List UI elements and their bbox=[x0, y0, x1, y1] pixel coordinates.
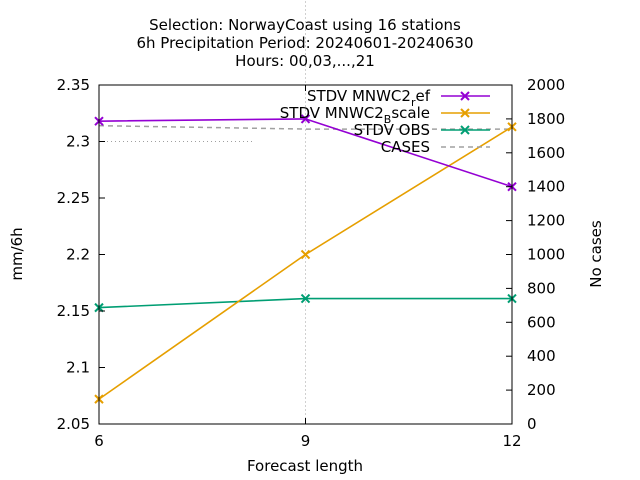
axis-ticks: 6 9 12 2.05 2.1 2.15 2.2 2.25 2.3 2.35 0 200 400 600 8… bbox=[57, 76, 566, 450]
y2-tick-label: 200 bbox=[527, 381, 556, 399]
x-axis-label: Forecast length bbox=[247, 457, 363, 475]
data-point bbox=[300, 114, 311, 124]
y2-tick-label: 1800 bbox=[527, 110, 565, 128]
y-tick-label: 2.1 bbox=[66, 359, 90, 377]
y2-tick-label: 1200 bbox=[527, 212, 565, 230]
series-line bbox=[98, 124, 512, 130]
y-axis-label: mm/6h bbox=[8, 227, 26, 280]
legend-marker bbox=[460, 125, 470, 135]
y-tick-label: 2.15 bbox=[57, 302, 90, 320]
series-stdv-mnwc2-bscale bbox=[94, 122, 517, 404]
y-tick-label: 2.2 bbox=[66, 246, 90, 264]
y2-tick-label: 1000 bbox=[527, 246, 565, 264]
y2-tick-label: 2000 bbox=[527, 76, 565, 94]
y2-axis-label: No cases bbox=[587, 220, 605, 288]
x-tick-label: 12 bbox=[502, 432, 521, 450]
chart-title: Selection: NorwayCoast using 16 stations… bbox=[136, 16, 473, 70]
legend-label: STDV MNWC2Bscale bbox=[280, 104, 430, 126]
data-point bbox=[300, 293, 311, 304]
legend-label: STDV MNWC2ref bbox=[307, 87, 431, 109]
y2-tick-label: 400 bbox=[527, 347, 556, 365]
title-line-2: 6h Precipitation Period: 20240601-202406… bbox=[136, 34, 473, 52]
legend-label: CASES bbox=[381, 138, 430, 156]
grid-lines bbox=[99, 1, 306, 424]
legend-label: STDV OBS bbox=[354, 121, 430, 139]
y2-tick-label: 0 bbox=[527, 415, 537, 433]
y-tick-label: 2.35 bbox=[57, 76, 90, 94]
y-tick-label: 2.25 bbox=[57, 189, 90, 207]
legend-marker bbox=[460, 108, 470, 118]
data-point bbox=[300, 249, 311, 260]
series-cases bbox=[98, 124, 512, 130]
y2-tick-label: 800 bbox=[527, 279, 556, 297]
x-tick-label: 9 bbox=[301, 432, 311, 450]
y-tick-label: 2.3 bbox=[66, 133, 90, 151]
title-line-1: Selection: NorwayCoast using 16 stations bbox=[149, 16, 461, 34]
x-tick-label: 6 bbox=[94, 432, 104, 450]
y2-tick-label: 1600 bbox=[527, 144, 565, 162]
y2-tick-label: 1400 bbox=[527, 178, 565, 196]
title-line-3: Hours: 00,03,...,21 bbox=[235, 52, 375, 70]
y-tick-label: 2.05 bbox=[57, 415, 90, 433]
legend-marker bbox=[460, 91, 470, 101]
series-stdv-obs bbox=[94, 293, 517, 313]
y2-tick-label: 600 bbox=[527, 313, 556, 331]
